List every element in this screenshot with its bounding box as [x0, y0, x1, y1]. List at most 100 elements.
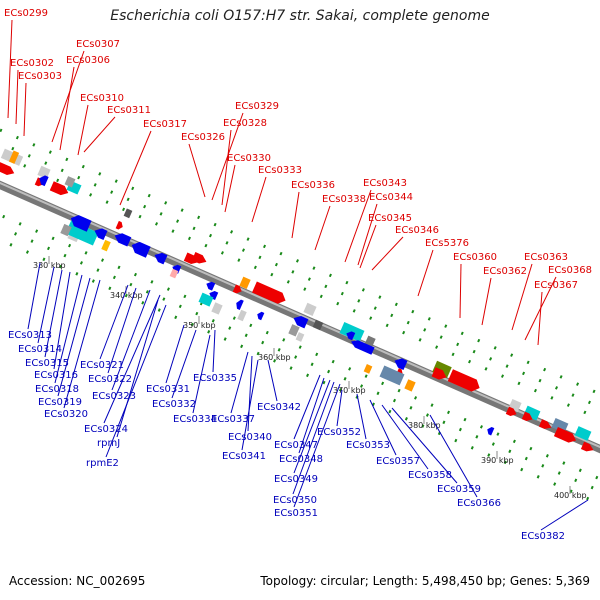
lower-leader-line — [429, 414, 478, 498]
lower-leader-line — [103, 294, 161, 424]
gene-label-lower: ECs0332 — [152, 399, 196, 410]
gene-label-lower: ECs0353 — [346, 440, 390, 451]
upper-leader-line — [83, 116, 116, 153]
gene-box — [312, 319, 324, 331]
upper-leader-line — [481, 277, 492, 326]
gene-label-upper: ECs0360 — [453, 252, 497, 263]
gene-box — [379, 365, 405, 386]
gene-label-lower: ECs0352 — [317, 427, 361, 438]
gene-label-upper: ECs0302 — [10, 58, 54, 69]
gene-arrow — [580, 441, 594, 452]
gene-label-lower: ECs0334 — [173, 414, 217, 425]
gene-box — [198, 292, 214, 307]
gene-arrow — [257, 311, 265, 321]
upper-leader-line — [359, 224, 377, 269]
upper-leader-line — [417, 249, 434, 297]
gene-arrow — [39, 175, 49, 187]
gene-label-upper: ECs0310 — [80, 93, 124, 104]
gene-arrow — [206, 281, 216, 291]
gene-label-upper: ECs0362 — [483, 266, 527, 277]
gene-label-upper: ECs0346 — [395, 225, 439, 236]
lower-leader-line — [105, 304, 167, 458]
gene-arrow — [252, 281, 286, 304]
gene-arrow — [521, 411, 533, 421]
gene-label-upper: ECs0317 — [143, 119, 187, 130]
gene-box — [523, 405, 541, 421]
gene-label-lower: ECs0335 — [193, 373, 237, 384]
gene-label-upper: ECs0344 — [369, 192, 413, 203]
lower-leader-line — [293, 383, 341, 508]
kbp-tick-label: 380 kbp — [408, 421, 441, 430]
lower-leader-line — [230, 351, 249, 414]
gene-label-lower: ECs0349 — [274, 474, 318, 485]
gene-label-lower: ECs0350 — [273, 495, 317, 506]
gene-box — [363, 364, 373, 374]
gene-arrow — [70, 215, 92, 232]
gene-label-upper: ECs0363 — [524, 252, 568, 263]
gene-features — [0, 148, 594, 452]
lower-leader-line — [267, 359, 278, 402]
gene-label-lower: rpmJ — [97, 438, 120, 449]
gene-label-upper: ECs0311 — [107, 105, 151, 116]
lower-leader-line — [292, 381, 335, 495]
gene-label-upper: ECs0307 — [76, 39, 120, 50]
lower-leader-line — [356, 393, 367, 440]
upper-leader-line — [459, 263, 462, 319]
gene-arrow — [553, 427, 577, 443]
lower-leader-line — [540, 499, 589, 531]
gene-arrow — [131, 241, 151, 258]
gene-box — [64, 176, 76, 188]
gene-label-upper: ECs5376 — [425, 238, 469, 249]
gene-box — [404, 379, 416, 392]
lower-leader-line — [381, 404, 429, 470]
gene-box — [237, 309, 247, 322]
upper-leader-line — [59, 66, 75, 151]
gene-box — [211, 302, 223, 315]
lower-leader-line — [116, 299, 159, 438]
lower-leader-line — [54, 274, 83, 384]
topology-label: Topology: circular; Length: 5,498,450 bp… — [260, 574, 590, 588]
gene-label-lower: ECs0347 — [274, 440, 318, 451]
lower-leader-line — [99, 284, 129, 360]
guide-ring — [0, 213, 600, 481]
gene-label-lower: ECs0351 — [274, 508, 318, 519]
gene-label-upper: ECs0329 — [235, 101, 279, 112]
upper-leader-line — [15, 69, 19, 125]
lower-leader-line — [293, 379, 331, 474]
gene-label-lower: ECs0331 — [146, 384, 190, 395]
gene-arrow — [351, 340, 375, 355]
kbp-tick-label: 390 kbp — [481, 456, 514, 465]
upper-leader-line — [221, 129, 232, 206]
lower-leader-line — [44, 269, 63, 358]
upper-leader-line — [251, 176, 267, 223]
gene-labels: ECs0299 ECs0302 ECs0303 ECs0307 ECs0306 ECs03… — [4, 8, 592, 542]
gene-arrow — [538, 419, 552, 429]
label-leader-lines — [7, 19, 589, 531]
upper-leader-line — [314, 205, 331, 251]
gene-box — [303, 302, 317, 316]
gene-label-upper: ECs0328 — [223, 118, 267, 129]
gene-label-upper: ECs0367 — [534, 280, 578, 291]
gene-arrow — [394, 358, 408, 370]
gene-box — [101, 239, 111, 252]
accession-label: Accession: NC_002695 — [9, 574, 146, 588]
gene-arrow — [0, 161, 15, 175]
kbp-tick-label: 350 kbp — [183, 321, 216, 330]
upper-leader-line — [119, 130, 152, 206]
lower-leader-line — [298, 377, 325, 454]
lower-leader-line — [369, 399, 397, 456]
genome-title: Escherichia coli O157:H7 str. Sakai, com… — [110, 8, 490, 24]
gene-box — [574, 426, 592, 441]
upper-leader-line — [371, 236, 404, 271]
lower-leader-line — [53, 271, 71, 370]
gene-label-upper: ECs0345 — [368, 213, 412, 224]
gene-arrow — [115, 220, 123, 230]
gene-label-lower: ECs0313 — [8, 330, 52, 341]
gene-arrow — [505, 406, 517, 416]
gene-box — [169, 268, 179, 279]
lower-leader-line — [37, 266, 55, 344]
gene-label-lower: ECs0366 — [457, 498, 501, 509]
lower-leader-line — [57, 277, 91, 397]
gene-label-lower: ECs0320 — [44, 409, 88, 420]
